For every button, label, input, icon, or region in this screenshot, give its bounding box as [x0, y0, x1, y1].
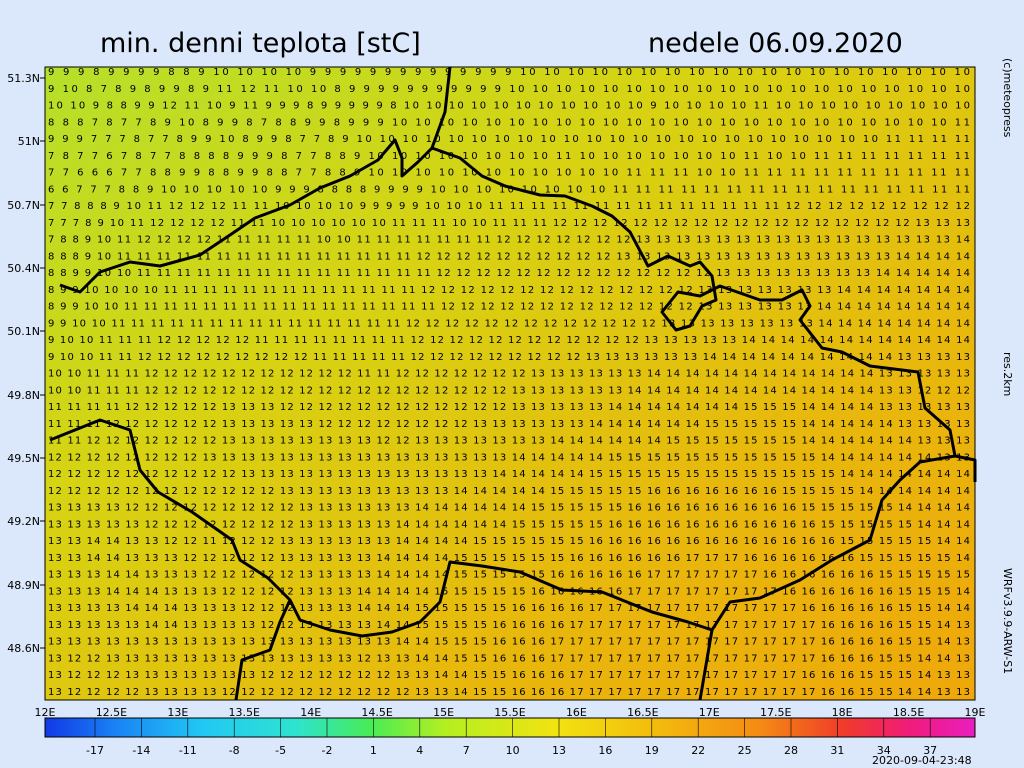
lat-label: 50.7N	[7, 199, 40, 212]
map-field	[45, 67, 975, 700]
borders	[49, 66, 977, 701]
title: min. denni teplota [stC]	[100, 28, 421, 59]
colorbar-label: -11	[179, 744, 197, 757]
colorbar-label: -8	[229, 744, 240, 757]
value-row: 10 10 11 11 11 12 12 12 12 12 12 12 12 1…	[48, 369, 970, 380]
colorbar-label: 28	[784, 744, 798, 757]
colorbar-label: -14	[132, 744, 150, 757]
lat-label: 50.4N	[7, 262, 40, 275]
value-row: 9 9 10 10 11 11 11 11 11 11 11 11 11 11 …	[48, 318, 970, 329]
value-row: 11 11 11 12 12 12 12 12 12 13 13 13 13 1…	[48, 419, 970, 430]
colorbar-label: 22	[691, 744, 705, 757]
colorbar-label: 16	[598, 744, 612, 757]
value-row: 7 7 7 8 9 10 11 12 12 12 12 11 11 10 10 …	[48, 218, 970, 229]
lat-label: 49.8N	[7, 389, 40, 402]
value-row: 13 13 14 14 13 13 12 12 11 12 12 12 13 1…	[48, 536, 970, 547]
colorbar-label: 7	[463, 744, 470, 757]
lat-label: 50.1N	[7, 325, 40, 338]
lat-label: 49.5N	[7, 452, 40, 465]
value-row: 13 13 13 13 14 14 14 13 13 13 12 12 12 1…	[48, 603, 970, 614]
colorbar-label: 37	[923, 744, 937, 757]
value-row: 7 7 6 6 6 7 7 8 8 9 9 8 8 9 9 8 8 7 7 8 …	[48, 168, 970, 179]
value-row: 13 13 13 13 13 12 12 12 12 12 12 12 12 1…	[48, 519, 970, 530]
lon-label: 19E	[965, 706, 986, 719]
lon-label: 18E	[832, 706, 853, 719]
lon-label: 17.5E	[760, 706, 791, 719]
date: nedele 06.09.2020	[648, 28, 903, 59]
colorbar-label: 25	[738, 744, 752, 757]
value-row: 11 11 12 12 12 12 12 12 12 13 13 13 13 1…	[48, 436, 970, 447]
lon-label: 16.5E	[627, 706, 658, 719]
model: WRFv3.9.9-ARW-S1	[1001, 568, 1014, 674]
resolution: res.2km	[1001, 352, 1014, 396]
colorbar-label: 19	[645, 744, 659, 757]
lon-label: 12.5E	[96, 706, 127, 719]
lon-label: 15.5E	[494, 706, 525, 719]
colorbar-label: -5	[275, 744, 286, 757]
lon-label: 16E	[566, 706, 587, 719]
value-row: 8 8 9 9 10 10 11 11 11 11 11 11 11 11 11…	[48, 268, 970, 279]
value-row: 7 8 8 9 10 11 12 12 12 12 11 11 11 11 11…	[48, 235, 970, 246]
value-row: 13 13 13 13 12 12 12 12 12 12 12 12 12 1…	[48, 503, 970, 514]
colorbar-label: 34	[877, 744, 891, 757]
value-row: 8 8 8 9 10 11 11 11 11 11 11 11 11 11 11…	[48, 251, 970, 262]
value-row: 9 9 9 7 7 7 8 7 7 8 9 9 10 8 9 9 8 7 7 8…	[48, 134, 970, 145]
value-row: 13 13 13 14 14 14 13 13 13 12 12 12 12 1…	[48, 586, 970, 597]
value-row: 13 12 12 12 13 13 13 13 13 13 13 12 12 1…	[48, 670, 970, 681]
lon-label: 18.5E	[893, 706, 924, 719]
value-row: 13 13 13 13 13 13 13 13 13 13 13 13 13 1…	[48, 637, 970, 648]
colorbar-label: 1	[370, 744, 377, 757]
value-row: 9 10 10 11 11 12 12 12 12 12 12 12 12 12…	[48, 352, 970, 363]
value-row: 11 11 11 11 12 12 12 12 12 13 13 13 12 1…	[48, 402, 970, 413]
lon-label: 13E	[167, 706, 188, 719]
value-row: 7 8 7 7 6 7 8 7 7 8 8 8 8 9 9 9 8 7 7 8 …	[48, 151, 970, 162]
value-row: 13 13 14 14 13 13 13 12 12 12 12 12 13 1…	[48, 553, 970, 564]
colorbar	[44, 717, 976, 738]
value-row: 9 10 10 11 11 11 12 12 12 12 12 11 11 11…	[48, 335, 970, 346]
value-row: 10 10 11 11 11 12 12 12 12 12 12 12 12 1…	[48, 385, 970, 396]
lon-label: 14.5E	[361, 706, 392, 719]
value-row: 13 13 13 13 13 14 14 13 13 13 13 12 12 1…	[48, 620, 970, 631]
lat-label: 48.6N	[7, 642, 40, 655]
lat-label: 48.9N	[7, 579, 40, 592]
value-row: 12 12 12 12 12 12 12 12 13 13 13 13 13 1…	[48, 452, 970, 463]
value-row: 8 8 8 7 8 7 7 8 9 10 8 9 9 8 7 8 8 9 9 8…	[48, 117, 970, 128]
value-row: 8 9 9 10 10 11 11 11 11 11 11 11 11 11 1…	[48, 302, 970, 313]
value-row: 12 12 12 12 12 12 12 12 12 12 12 12 13 1…	[48, 486, 970, 497]
value-row: 9 9 9 8 9 9 9 9 8 8 9 10 10 10 10 9 9 9 …	[48, 67, 970, 78]
map-frame	[44, 66, 976, 701]
copyright: (c)meteopress	[1001, 58, 1014, 138]
lat-label: 49.2N	[7, 515, 40, 528]
value-row: 12 12 12 12 12 12 12 12 12 12 13 13 13 1…	[48, 469, 970, 480]
colorbar-label: 10	[506, 744, 520, 757]
colorbar-label: -2	[322, 744, 333, 757]
value-row: 13 13 13 14 14 13 13 13 12 12 12 12 12 1…	[48, 570, 970, 581]
lon-label: 13.5E	[229, 706, 260, 719]
lon-label: 15E	[433, 706, 454, 719]
value-row: 8 9 9 10 10 10 10 11 11 11 11 11 11 11 1…	[48, 285, 970, 296]
colorbar-label: 4	[416, 744, 423, 757]
value-row: 13 12 12 12 12 13 13 13 13 12 12 12 12 1…	[48, 687, 970, 698]
colorbar-label: -17	[86, 744, 104, 757]
lon-label: 12E	[35, 706, 56, 719]
lon-label: 14E	[300, 706, 321, 719]
lon-label: 17E	[699, 706, 720, 719]
colorbar-label: 13	[552, 744, 566, 757]
lat-label: 51.3N	[7, 72, 40, 85]
lat-label: 51N	[18, 135, 40, 148]
value-row: 13 12 12 13 13 13 13 13 13 13 13 13 13 1…	[48, 653, 970, 664]
colorbar-label: 31	[830, 744, 844, 757]
value-row: 6 6 7 7 7 8 8 9 10 10 10 10 10 9 9 9 8 8…	[48, 184, 970, 195]
timestamp: 2020-09-04-23:48	[872, 754, 972, 767]
value-row: 9 10 8 7 8 9 8 9 9 8 9 11 12 11 10 10 8 …	[48, 84, 970, 95]
